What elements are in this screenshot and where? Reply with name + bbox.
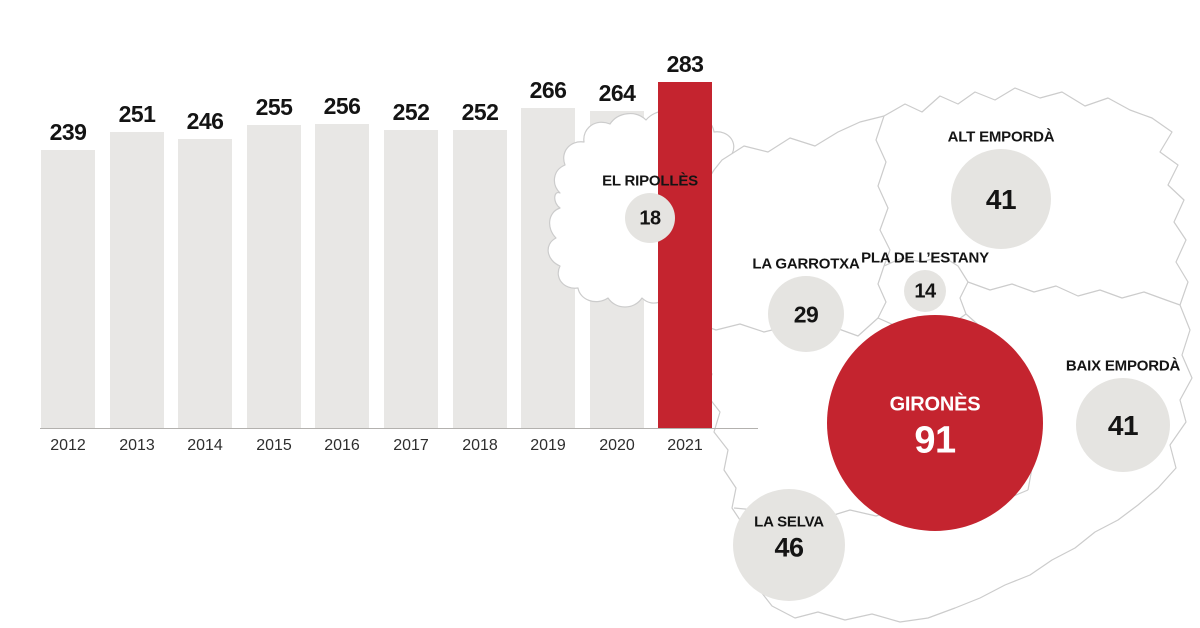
- region-name-la-garrotxa: LA GARROTXA: [752, 255, 860, 273]
- x-axis-tick-label: 2019: [530, 437, 566, 454]
- region-name-girones: GIRONÈS: [889, 393, 981, 416]
- bubble-pla-de-l-estany: [904, 270, 946, 312]
- x-axis-tick-label: 2012: [50, 437, 86, 454]
- bar-value-label: 255: [255, 94, 293, 120]
- region-value-baix-emporda: 41: [1107, 410, 1139, 441]
- bar-value-label: 239: [49, 119, 87, 145]
- region-value-la-garrotxa: 29: [793, 301, 819, 328]
- region-value-el-ripolles: 18: [639, 207, 661, 230]
- bar-value-label: 246: [186, 108, 224, 134]
- bar-2015: [247, 125, 301, 428]
- boundary-pla-north: [883, 255, 969, 315]
- x-axis-tick-label: 2018: [462, 437, 498, 454]
- region-value-girones: 91: [914, 419, 956, 462]
- region-value-pla-de-l-estany: 14: [914, 280, 936, 303]
- region-name-pla-de-l-estany: PLA DE L’ESTANY: [861, 249, 989, 267]
- bar-highlight-2021: [658, 82, 712, 428]
- bubble-la-garrotxa: [768, 276, 844, 352]
- x-axis-tick-label: 2020: [599, 437, 635, 454]
- bar-2016: [315, 124, 369, 428]
- bar-value-label: 266: [529, 77, 567, 103]
- bar-2012: [41, 150, 95, 428]
- bar-2018: [453, 130, 507, 428]
- x-axis-tick-label: 2015: [256, 437, 292, 454]
- boundary-garrotxa-altemporda: [875, 115, 891, 267]
- x-axis-tick-label: 2014: [187, 437, 223, 454]
- bar-value-label: 283: [666, 51, 704, 77]
- region-name-la-selva: LA SELVA: [754, 513, 824, 531]
- x-axis-tick-label: 2021: [667, 437, 703, 454]
- x-axis-tick-label: 2017: [393, 437, 429, 454]
- bar-value-label: 252: [392, 99, 430, 125]
- region-value-alt-emporda: 41: [985, 184, 1017, 215]
- bar-value-label: 256: [323, 93, 361, 119]
- region-name-el-ripolles: EL RIPOLLÈS: [602, 172, 698, 190]
- region-value-la-selva: 46: [774, 532, 804, 563]
- region-name-baix-emporda: BAIX EMPORDÀ: [1065, 357, 1181, 375]
- bubble-alt-emporda: [951, 149, 1051, 249]
- bubble-girones: [827, 315, 1043, 531]
- bar-value-label: 264: [598, 80, 636, 106]
- boundary-altemporda-baixemporda: [967, 281, 1181, 306]
- bubble-el-ripolles: [625, 193, 675, 243]
- x-axis-line: [40, 428, 758, 429]
- bar-2017: [384, 130, 438, 428]
- x-axis-tick-label: 2016: [324, 437, 360, 454]
- bar-2014: [178, 139, 232, 428]
- bar-2013: [110, 132, 164, 428]
- bubble-baix-emporda: [1076, 378, 1170, 472]
- region-name-alt-emporda: ALT EMPORDÀ: [947, 128, 1055, 146]
- bar-value-label: 252: [461, 99, 499, 125]
- bar-value-label: 251: [118, 101, 156, 127]
- x-axis-tick-label: 2013: [119, 437, 155, 454]
- bubble-la-selva: [733, 489, 845, 601]
